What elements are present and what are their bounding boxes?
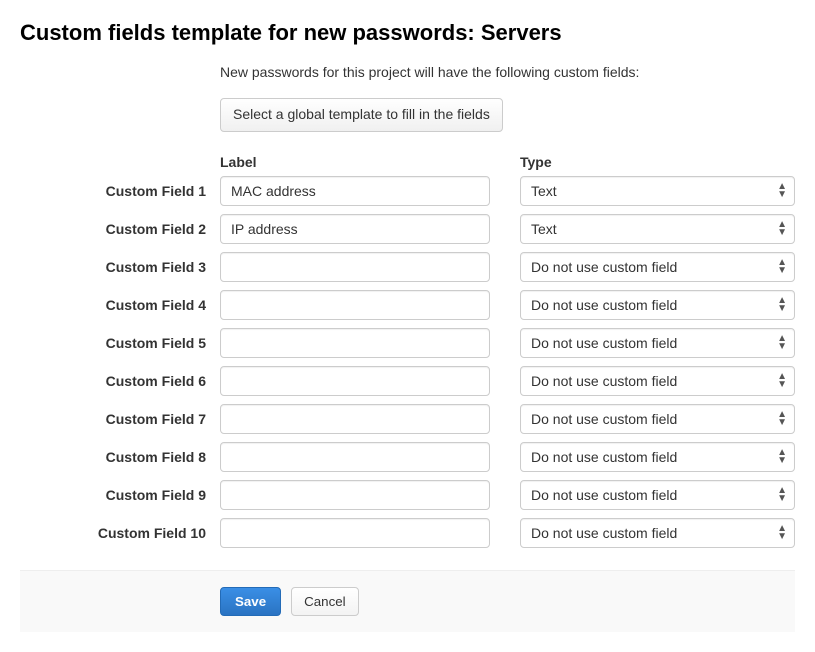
- custom-field-name: Custom Field 4: [20, 297, 220, 313]
- custom-field-label-input[interactable]: [220, 404, 490, 434]
- custom-field-name: Custom Field 10: [20, 525, 220, 541]
- cancel-button[interactable]: Cancel: [291, 587, 359, 616]
- custom-field-label-input[interactable]: [220, 214, 490, 244]
- custom-field-type-select[interactable]: TextDo not use custom field: [520, 252, 795, 282]
- custom-field-label-input[interactable]: [220, 442, 490, 472]
- custom-field-type-select[interactable]: TextDo not use custom field: [520, 480, 795, 510]
- custom-field-row: Custom Field 7 TextDo not use custom fiel…: [20, 404, 795, 434]
- custom-field-label-input[interactable]: [220, 518, 490, 548]
- custom-field-row: Custom Field 2 TextDo not use custom fiel…: [20, 214, 795, 244]
- page-title: Custom fields template for new passwords…: [20, 20, 795, 46]
- custom-field-row: Custom Field 3 TextDo not use custom fiel…: [20, 252, 795, 282]
- custom-field-name: Custom Field 1: [20, 183, 220, 199]
- custom-field-label-input[interactable]: [220, 480, 490, 510]
- custom-field-type-select[interactable]: TextDo not use custom field: [520, 442, 795, 472]
- column-header-label: Label: [220, 154, 500, 170]
- custom-field-row: Custom Field 10 TextDo not use custom fie…: [20, 518, 795, 548]
- custom-field-name: Custom Field 9: [20, 487, 220, 503]
- custom-field-type-select[interactable]: TextDo not use custom field: [520, 366, 795, 396]
- custom-field-label-input[interactable]: [220, 252, 490, 282]
- custom-field-row: Custom Field 8 TextDo not use custom fiel…: [20, 442, 795, 472]
- custom-field-name: Custom Field 7: [20, 411, 220, 427]
- custom-field-type-select[interactable]: TextDo not use custom field: [520, 176, 795, 206]
- save-button[interactable]: Save: [220, 587, 281, 616]
- custom-field-label-input[interactable]: [220, 290, 490, 320]
- custom-field-label-input[interactable]: [220, 176, 490, 206]
- column-header-type: Type: [520, 154, 795, 170]
- custom-field-type-select[interactable]: TextDo not use custom field: [520, 518, 795, 548]
- custom-field-name: Custom Field 6: [20, 373, 220, 389]
- custom-field-row: Custom Field 6 TextDo not use custom fiel…: [20, 366, 795, 396]
- custom-field-name: Custom Field 8: [20, 449, 220, 465]
- custom-field-type-select[interactable]: TextDo not use custom field: [520, 404, 795, 434]
- page-subtitle: New passwords for this project will have…: [220, 64, 795, 80]
- footer-actions: Save Cancel: [20, 570, 795, 632]
- custom-field-row: Custom Field 9 TextDo not use custom fiel…: [20, 480, 795, 510]
- custom-field-row: Custom Field 1 TextDo not use custom fiel…: [20, 176, 795, 206]
- custom-field-name: Custom Field 5: [20, 335, 220, 351]
- custom-field-type-select[interactable]: TextDo not use custom field: [520, 290, 795, 320]
- select-global-template-button[interactable]: Select a global template to fill in the …: [220, 98, 503, 132]
- custom-field-label-input[interactable]: [220, 328, 490, 358]
- custom-field-type-select[interactable]: TextDo not use custom field: [520, 214, 795, 244]
- custom-field-label-input[interactable]: [220, 366, 490, 396]
- custom-field-name: Custom Field 3: [20, 259, 220, 275]
- custom-field-row: Custom Field 5 TextDo not use custom fiel…: [20, 328, 795, 358]
- custom-field-type-select[interactable]: TextDo not use custom field: [520, 328, 795, 358]
- custom-field-row: Custom Field 4 TextDo not use custom fiel…: [20, 290, 795, 320]
- custom-field-name: Custom Field 2: [20, 221, 220, 237]
